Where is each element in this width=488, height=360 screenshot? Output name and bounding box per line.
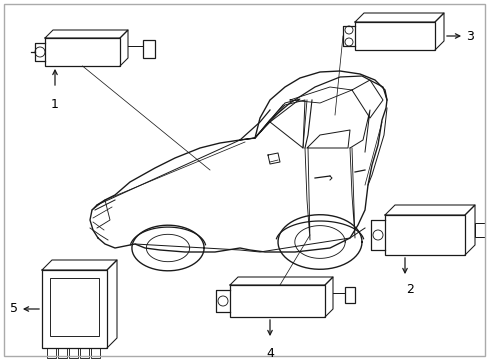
Text: 5: 5: [10, 302, 18, 315]
Text: 2: 2: [405, 283, 413, 296]
Bar: [50, 278, 99, 336]
Bar: [354, 22, 434, 50]
Text: 4: 4: [265, 347, 273, 360]
Bar: [345, 287, 354, 303]
Bar: [142, 40, 155, 58]
Bar: [229, 285, 325, 317]
Bar: [42, 270, 107, 348]
Bar: [474, 223, 484, 237]
Bar: [58, 348, 67, 358]
Bar: [384, 215, 464, 255]
Text: 1: 1: [51, 98, 59, 111]
Bar: [91, 348, 100, 358]
Bar: [47, 348, 56, 358]
Bar: [45, 38, 120, 66]
Bar: [69, 348, 78, 358]
Bar: [80, 348, 89, 358]
Text: 3: 3: [465, 30, 473, 42]
